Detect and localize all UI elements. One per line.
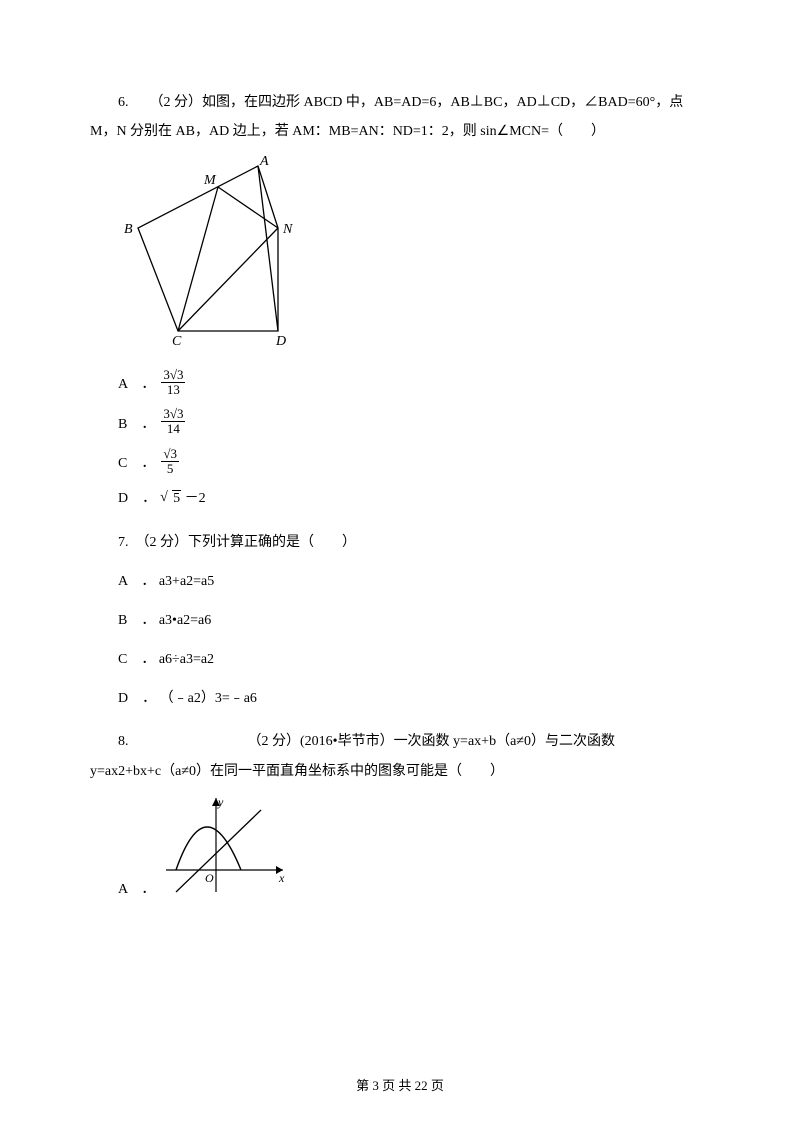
q6-option-c: C ． √3 5 [118, 447, 710, 477]
q6-option-d: D ． 5 －2 [118, 486, 710, 511]
q8-graph-a: y x O [161, 792, 291, 902]
q7-option-d: D ． （﹣a2）3=﹣a6 [90, 686, 710, 711]
option-letter: B ． [118, 412, 155, 437]
svg-text:C: C [172, 334, 182, 346]
q6-line1: 6. （2 分）如图，在四边形 ABCD 中，AB=AD=6，AB⊥BC，AD⊥… [90, 90, 710, 115]
q7-option-c: C ． a6÷a3=a2 [90, 647, 710, 672]
q6-figure: A B C D M N [118, 156, 710, 355]
svg-text:D: D [275, 334, 286, 346]
q8-line1: 8. （2 分）(2016•毕节市）一次函数 y=ax+b（a≠0）与二次函数 [90, 729, 710, 754]
option-letter: D ． [118, 486, 156, 511]
q8-line2: y=ax2+bx+c（a≠0）在同一平面直角坐标系中的图象可能是（ ） [90, 759, 710, 784]
svg-text:N: N [282, 222, 293, 237]
q8-option-a: A ． y x O [118, 792, 710, 902]
q7-option-b: B ． a3•a2=a6 [90, 608, 710, 633]
option-suffix: －2 [181, 486, 206, 511]
option-letter: A ． [118, 877, 155, 902]
q6-option-b: B ． 3√3 14 [118, 407, 710, 437]
q6-line2: M，N 分别在 AB，AD 边上，若 AM：MB=AN：ND=1：2，则 sin… [90, 119, 710, 144]
fraction: 3√3 14 [161, 407, 185, 437]
svg-text:M: M [203, 173, 217, 188]
q7-option-a: A ． a3+a2=a5 [90, 569, 710, 594]
svg-text:O: O [205, 871, 214, 885]
svg-text:A: A [259, 156, 269, 169]
sqrt: 5 [162, 486, 181, 511]
svg-text:B: B [124, 222, 133, 237]
svg-text:x: x [278, 871, 285, 885]
option-letter: C ． [118, 451, 155, 476]
q6-option-a: A ． 3√3 13 [118, 368, 710, 398]
fraction: √3 5 [161, 447, 179, 477]
fraction: 3√3 13 [161, 368, 185, 398]
page-footer: 第 3 页 共 22 页 [0, 1074, 800, 1097]
option-letter: A ． [118, 372, 155, 397]
q7-text: 7. （2 分）下列计算正确的是（ ） [90, 530, 710, 555]
svg-text:y: y [217, 795, 224, 809]
